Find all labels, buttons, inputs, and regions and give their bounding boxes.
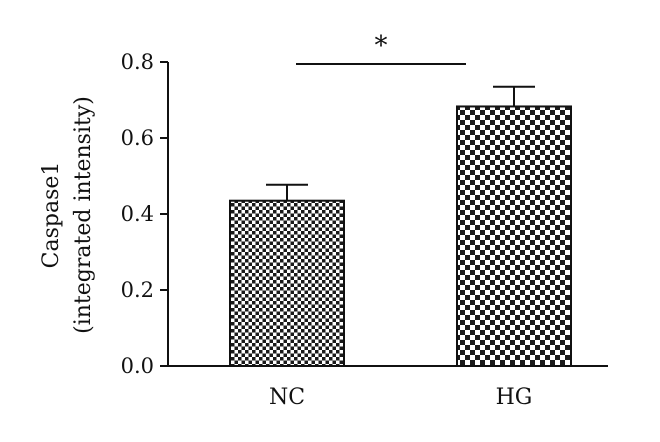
y-axis-ticks: 0.0 0.2 0.4 0.6 0.8 [121, 50, 168, 378]
y-tick-label: 0.2 [121, 278, 154, 302]
error-bars [266, 85, 535, 201]
y-axis-label-line2: (integrated intensity) [71, 96, 96, 334]
y-tick-label: 0.6 [121, 126, 154, 150]
x-tick-label-hg: HG [496, 385, 533, 410]
y-tick-label: 0.4 [121, 202, 154, 226]
y-tick-label: 0.8 [121, 50, 154, 74]
bar-nc [229, 199, 345, 367]
bar-hg [456, 105, 572, 368]
bars [229, 105, 572, 368]
y-axis-label-line1: Caspase1 [39, 162, 64, 269]
y-axis-label: Caspase1 (integrated intensity) [39, 96, 96, 334]
significance-marker: * [375, 31, 388, 61]
error-bar-nc [266, 183, 308, 201]
x-axis-categories: NC HG [269, 385, 532, 410]
error-bar-hg [493, 85, 535, 107]
y-tick-label: 0.0 [121, 354, 154, 378]
x-tick-label-nc: NC [269, 385, 305, 410]
